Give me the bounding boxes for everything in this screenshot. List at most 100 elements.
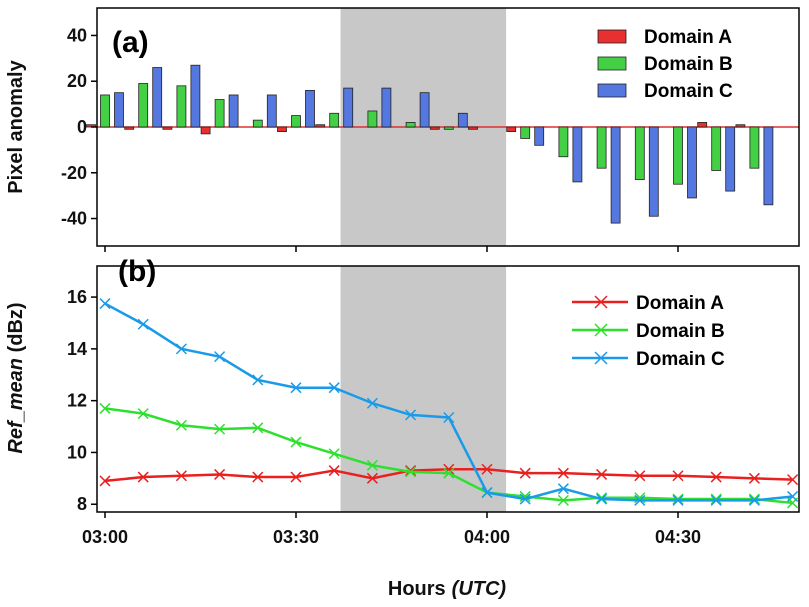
- point-domain-b-04:12: [557, 494, 569, 506]
- bar-domain-c-04:30: [687, 126, 697, 199]
- point-domain-b-03:48: [405, 466, 417, 478]
- point-domain-c-04:30: [672, 494, 684, 506]
- point-domain-a-04:00: [481, 463, 493, 475]
- point-domain-c-03:12: [175, 343, 187, 355]
- y-axis-label-b: Ref_mean (dBz): [5, 302, 27, 453]
- point-domain-c-03:18: [214, 351, 226, 363]
- point-domain-b-03:54: [443, 467, 455, 479]
- bar-domain-c-03:12: [190, 64, 201, 128]
- bar-domain-b-04:30: [673, 126, 683, 185]
- bar-domain-c-03:06: [152, 67, 163, 128]
- point-domain-c-03:06: [137, 318, 149, 330]
- point-domain-a-04:42: [748, 472, 760, 484]
- lines: [99, 298, 799, 509]
- point-domain-b-03:12: [175, 419, 187, 431]
- plot-frame-a: [96, 7, 800, 247]
- bar-domain-c-03:54: [457, 112, 468, 128]
- bar-domain-b-04:06: [520, 126, 531, 139]
- legend-b: Domain A Domain B Domain C: [572, 293, 725, 370]
- point-domain-c-03:30: [290, 382, 302, 394]
- y-axis-label-a: Pixel anomaly: [5, 59, 27, 193]
- bar-domain-b-03:30: [291, 115, 301, 128]
- y-ticks-a: -40 -20 0 20 40: [61, 25, 97, 229]
- legend-label-domain-a: Domain A: [644, 27, 732, 48]
- bar-domain-a-04:42: [735, 124, 746, 128]
- point-domain-b-04:06: [519, 490, 531, 502]
- bar-domain-c-03:36: [343, 87, 354, 128]
- y-b-tick-label: 12: [67, 391, 87, 411]
- bar-domain-b-03:48: [405, 122, 416, 128]
- point-domain-b-03:30: [290, 436, 302, 448]
- point-domain-a-03:24: [252, 471, 264, 483]
- x-axis-label-main: Hours: [388, 578, 446, 600]
- y-a-tick-label: 0: [77, 117, 87, 137]
- point-domain-a-03:42: [366, 472, 378, 484]
- bar-domain-a-03:12: [162, 126, 173, 130]
- bar-domain-c-04:18: [610, 126, 621, 224]
- x-axis-label-unit: (UTC): [452, 578, 507, 600]
- bar-domain-a-03:36: [315, 124, 326, 128]
- point-domain-b-04:30: [672, 493, 684, 505]
- point-domain-c-04:36: [710, 494, 722, 506]
- point-domain-c-04:48: [787, 490, 799, 502]
- bar-domain-a-03:54: [429, 126, 440, 130]
- point-domain-b-03:42: [366, 459, 378, 471]
- bar-domain-c-03:48: [419, 92, 430, 128]
- point-domain-a-04:18: [596, 468, 608, 480]
- bar-domain-c-03:42: [381, 87, 392, 128]
- legend-swatch-domain-b: [572, 323, 628, 337]
- legend-label-domain-c: Domain C: [636, 349, 725, 370]
- bar-domain-a-03:06: [124, 126, 135, 130]
- point-domain-a-04:48: [787, 474, 799, 486]
- bar-domain-c-04:42: [763, 126, 774, 206]
- panel-label-b: (b): [118, 255, 156, 288]
- point-domain-c-03:00: [99, 298, 111, 310]
- x-tick-label: 03:30: [273, 527, 319, 547]
- x-tick-label: 03:00: [82, 527, 128, 547]
- point-domain-a-03:48: [405, 465, 417, 477]
- bar-domain-b-03:54: [443, 126, 454, 130]
- y-b-tick-label: 14: [67, 339, 87, 359]
- point-domain-a-03:30: [290, 471, 302, 483]
- legend-a: Domain A Domain B Domain C: [597, 27, 733, 102]
- bar-domain-a-04:36: [697, 122, 708, 128]
- point-domain-b-04:36: [710, 493, 722, 505]
- legend-swatch-domain-a: [572, 295, 628, 309]
- bar-domain-c-04:06: [534, 126, 545, 146]
- x-axis-label: Hours (UTC): [388, 578, 507, 600]
- bar-domain-c-03:18: [228, 94, 239, 128]
- y-b-tick-label: 10: [67, 442, 87, 462]
- bar-domain-b-03:00: [100, 94, 110, 128]
- point-domain-b-04:42: [748, 493, 760, 505]
- legend-label-domain-b: Domain B: [636, 321, 725, 342]
- point-domain-a-03:18: [214, 468, 226, 480]
- point-domain-a-03:00: [99, 475, 111, 487]
- legend-label-domain-b: Domain B: [644, 54, 733, 75]
- bar-domain-c-03:30: [305, 89, 315, 128]
- point-domain-c-04:00: [481, 487, 493, 499]
- bar-domain-b-03:06: [138, 83, 149, 128]
- bar-domain-b-04:36: [711, 126, 722, 171]
- bar-domain-c-04:12: [572, 126, 583, 183]
- legend-swatch-domain-b: [597, 56, 627, 71]
- plot-frame-b: [96, 265, 800, 513]
- bar-domain-b-04:12: [558, 126, 569, 158]
- x-tick-label: 04:30: [655, 527, 701, 547]
- legend-label-domain-c: Domain C: [644, 81, 733, 102]
- bar-domain-b-04:18: [596, 126, 607, 169]
- point-domain-a-04:30: [672, 470, 684, 482]
- point-domain-a-03:36: [328, 465, 340, 477]
- bar-domain-c-03:24: [266, 94, 277, 128]
- bar-domain-b-03:42: [367, 110, 378, 128]
- x-tick-label: 04:00: [464, 527, 510, 547]
- y-a-tick-label: -20: [61, 163, 87, 183]
- point-domain-c-04:42: [748, 494, 760, 506]
- bar-domain-b-04:42: [749, 126, 760, 169]
- bar-domain-b-03:12: [176, 85, 187, 128]
- point-domain-c-04:06: [519, 493, 531, 505]
- y-a-tick-label: 40: [67, 25, 87, 45]
- y-b-tick-label: 16: [67, 287, 87, 307]
